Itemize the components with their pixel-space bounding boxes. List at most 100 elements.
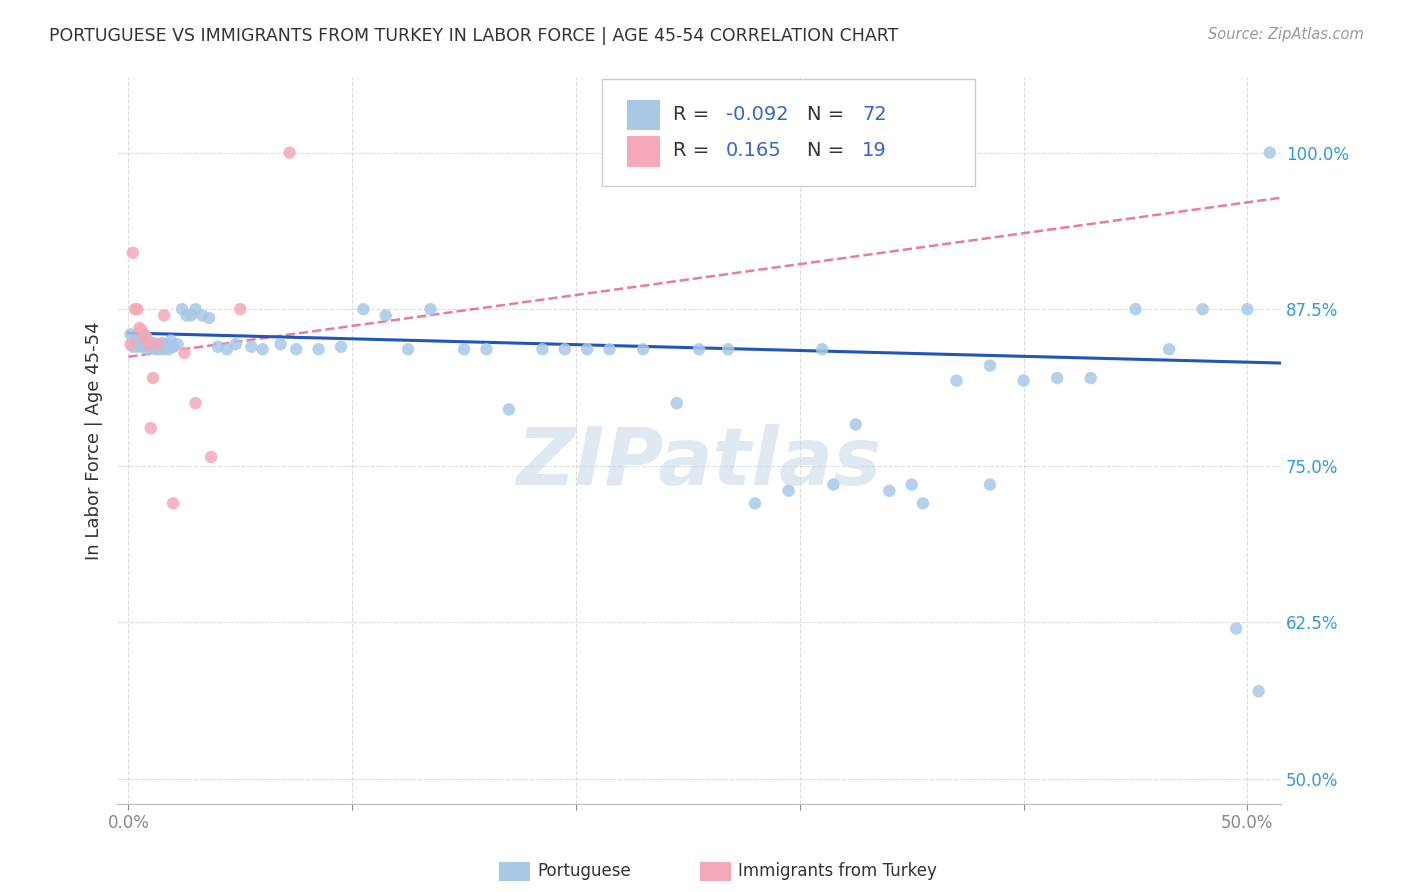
Text: R =: R = bbox=[673, 141, 723, 161]
Point bbox=[153, 343, 176, 357]
Text: ZIPatlas: ZIPatlas bbox=[516, 424, 882, 501]
Point bbox=[979, 477, 1001, 491]
Point bbox=[131, 323, 153, 337]
Point bbox=[198, 310, 221, 325]
Point bbox=[1080, 371, 1102, 385]
Point bbox=[143, 343, 166, 357]
FancyBboxPatch shape bbox=[603, 78, 974, 186]
Point bbox=[160, 334, 183, 348]
Point bbox=[453, 343, 475, 357]
Point bbox=[120, 327, 142, 342]
Point bbox=[124, 302, 146, 317]
Point bbox=[180, 309, 202, 323]
Point bbox=[229, 302, 252, 317]
Point bbox=[142, 371, 165, 385]
Point bbox=[191, 309, 214, 323]
Point bbox=[554, 343, 576, 357]
Text: Source: ZipAtlas.com: Source: ZipAtlas.com bbox=[1208, 27, 1364, 42]
Text: Portuguese: Portuguese bbox=[537, 863, 631, 880]
Point bbox=[688, 343, 710, 357]
Text: 19: 19 bbox=[862, 141, 887, 161]
Point bbox=[1225, 622, 1247, 636]
Point bbox=[278, 145, 301, 160]
Point bbox=[498, 402, 520, 417]
Point bbox=[252, 343, 274, 357]
Point bbox=[270, 337, 292, 351]
Text: R =: R = bbox=[673, 105, 716, 124]
Point bbox=[1157, 343, 1180, 357]
Point bbox=[121, 340, 143, 354]
Point bbox=[475, 343, 498, 357]
Point bbox=[1191, 302, 1213, 317]
Point bbox=[374, 309, 396, 323]
Text: 0.165: 0.165 bbox=[725, 141, 782, 161]
Point bbox=[576, 343, 599, 357]
Point bbox=[1012, 374, 1035, 388]
Point bbox=[811, 343, 834, 357]
Point bbox=[717, 343, 740, 357]
Point bbox=[396, 343, 419, 357]
Point bbox=[225, 337, 247, 351]
Point bbox=[157, 343, 180, 357]
FancyBboxPatch shape bbox=[627, 100, 659, 130]
Point bbox=[215, 343, 238, 357]
Point bbox=[979, 359, 1001, 373]
Point bbox=[631, 343, 654, 357]
Point bbox=[744, 496, 766, 510]
Point bbox=[419, 302, 441, 317]
Point bbox=[823, 477, 845, 491]
Point bbox=[155, 337, 177, 351]
Point bbox=[845, 417, 868, 432]
Point bbox=[120, 337, 142, 351]
Point bbox=[599, 343, 621, 357]
Point bbox=[900, 477, 922, 491]
Point bbox=[352, 302, 374, 317]
Point bbox=[128, 334, 150, 348]
Point bbox=[121, 245, 143, 260]
Point bbox=[1258, 145, 1281, 160]
Point bbox=[153, 309, 176, 323]
Text: 72: 72 bbox=[862, 105, 887, 124]
Point bbox=[200, 450, 222, 464]
Point bbox=[128, 321, 150, 335]
Text: PORTUGUESE VS IMMIGRANTS FROM TURKEY IN LABOR FORCE | AGE 45-54 CORRELATION CHAR: PORTUGUESE VS IMMIGRANTS FROM TURKEY IN … bbox=[49, 27, 898, 45]
Point bbox=[149, 343, 172, 357]
Text: N =: N = bbox=[807, 105, 851, 124]
Point bbox=[139, 421, 162, 435]
Point bbox=[132, 327, 155, 342]
Point bbox=[1046, 371, 1069, 385]
Point bbox=[150, 336, 173, 351]
Text: -0.092: -0.092 bbox=[725, 105, 789, 124]
Y-axis label: In Labor Force | Age 45-54: In Labor Force | Age 45-54 bbox=[86, 321, 103, 560]
Point bbox=[330, 340, 353, 354]
Point bbox=[879, 483, 901, 498]
Point bbox=[240, 340, 263, 354]
Point bbox=[131, 340, 153, 354]
Point bbox=[162, 340, 184, 354]
Text: N =: N = bbox=[807, 141, 851, 161]
Point bbox=[1125, 302, 1147, 317]
Point bbox=[1247, 684, 1270, 698]
Point bbox=[127, 302, 149, 317]
Point bbox=[127, 340, 149, 354]
Point bbox=[207, 340, 229, 354]
Point bbox=[531, 343, 554, 357]
FancyBboxPatch shape bbox=[627, 136, 659, 167]
Point bbox=[1236, 302, 1258, 317]
Point bbox=[146, 337, 169, 351]
Point bbox=[132, 330, 155, 344]
Point bbox=[184, 396, 207, 410]
Point bbox=[778, 483, 800, 498]
Point bbox=[166, 337, 188, 351]
Point bbox=[285, 343, 308, 357]
Point bbox=[665, 396, 688, 410]
Point bbox=[138, 343, 160, 357]
Point bbox=[184, 302, 207, 317]
Point bbox=[124, 334, 146, 348]
Point bbox=[135, 336, 157, 351]
Point bbox=[308, 343, 330, 357]
Text: Immigrants from Turkey: Immigrants from Turkey bbox=[738, 863, 936, 880]
Point bbox=[162, 496, 184, 510]
Point bbox=[138, 337, 160, 351]
Point bbox=[142, 336, 165, 351]
